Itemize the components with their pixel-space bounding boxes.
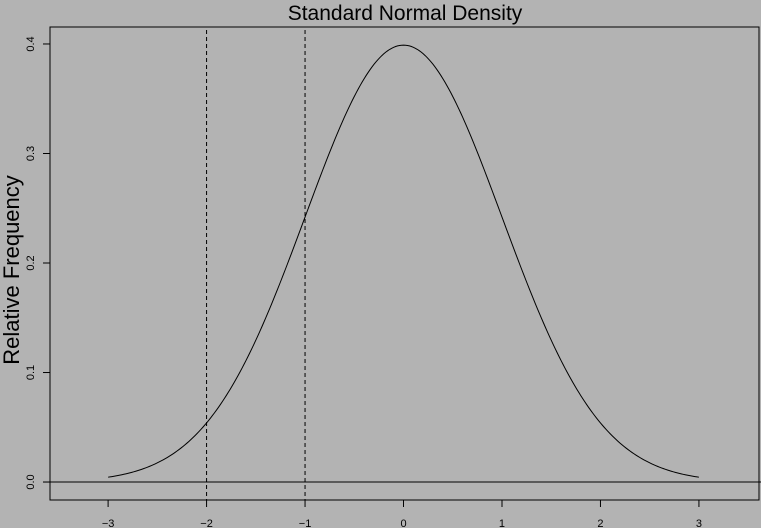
y-axis-label: Relative Frequency xyxy=(0,175,24,365)
x-tick-label: 3 xyxy=(696,518,702,528)
y-tick-label: 0.0 xyxy=(25,474,37,489)
y-tick-label: 0.3 xyxy=(25,146,37,161)
y-tick-label: 0.1 xyxy=(25,365,37,380)
y-tick-label: 0.4 xyxy=(25,36,37,51)
density-curve xyxy=(108,44,700,478)
chart-title: Standard Normal Density xyxy=(288,2,523,25)
x-tick-label: −1 xyxy=(299,518,312,528)
x-tick-label: 0 xyxy=(400,518,406,528)
plot-box xyxy=(49,26,760,501)
y-tick-label: 0.2 xyxy=(25,255,37,270)
x-tick-label: −2 xyxy=(200,518,213,528)
x-tick-label: −3 xyxy=(102,518,115,528)
x-tick-label: 2 xyxy=(597,518,603,528)
x-tick-label: 1 xyxy=(499,518,505,528)
